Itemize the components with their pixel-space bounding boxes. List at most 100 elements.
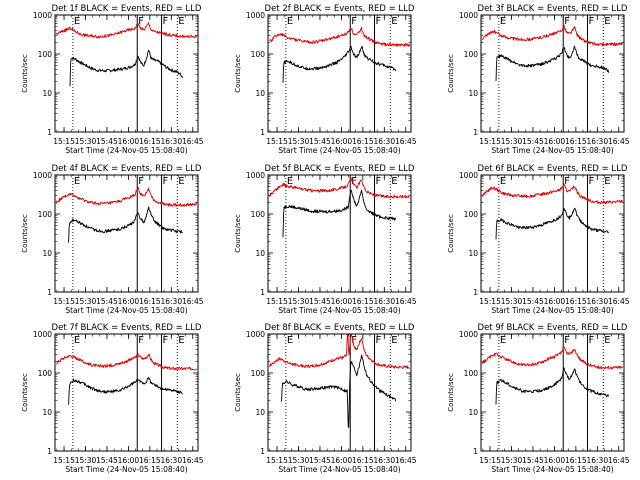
series-line-events bbox=[495, 45, 610, 82]
panel-title: Det 9f BLACK = Events, RED = LLD bbox=[478, 323, 628, 333]
x-tick-label: 15:45 bbox=[96, 456, 118, 465]
x-tick-label: 15:15 bbox=[479, 297, 501, 306]
event-marker-label-f2: F bbox=[589, 16, 595, 27]
series-line-events bbox=[282, 189, 397, 238]
event-marker-label-f1: F bbox=[138, 16, 144, 27]
event-marker-label-e2: E bbox=[604, 16, 610, 27]
x-tick-label: 15:30 bbox=[288, 456, 310, 465]
series-line-lld bbox=[55, 186, 198, 207]
plot-frame bbox=[480, 174, 625, 293]
series-line-lld bbox=[269, 26, 411, 47]
series-line-events bbox=[68, 206, 183, 243]
x-tick-label: 16:45 bbox=[182, 297, 204, 306]
x-tick-label: 16:00 bbox=[544, 137, 566, 146]
event-marker-label-e1: E bbox=[287, 16, 293, 27]
x-tick-label: 15:15 bbox=[53, 456, 75, 465]
event-marker-label-f2: F bbox=[376, 176, 382, 187]
x-axis-label: Start Time (24-Nov-05 15:08:40) bbox=[278, 306, 400, 315]
series-line-lld bbox=[268, 333, 410, 369]
series-line-events bbox=[495, 207, 609, 240]
y-tick-label: 1 bbox=[47, 288, 52, 297]
event-marker-label-e2: E bbox=[391, 335, 397, 346]
y-tick-label: 1 bbox=[47, 128, 52, 137]
x-tick-label: 15:45 bbox=[96, 297, 118, 306]
panel-det-6f: Det 6f BLACK = Events, RED = LLD Counts/s… bbox=[447, 164, 630, 315]
x-tick-label: 15:15 bbox=[266, 456, 288, 465]
event-marker-label-f1: F bbox=[138, 176, 144, 187]
x-tick-label: 16:00 bbox=[118, 137, 140, 146]
x-tick-label: 15:15 bbox=[479, 137, 501, 146]
x-tick-label: 16:30 bbox=[586, 456, 608, 465]
event-marker-label-e2: E bbox=[178, 16, 184, 27]
panel-title: Det 2f BLACK = Events, RED = LLD bbox=[265, 4, 415, 14]
series-line-events bbox=[282, 45, 397, 84]
x-tick-label: 16:15 bbox=[352, 137, 374, 146]
y-tick-label: 100 bbox=[251, 50, 266, 59]
event-marker-label-f2: F bbox=[163, 16, 169, 27]
plot-frame bbox=[480, 333, 625, 452]
x-tick-label: 16:30 bbox=[586, 297, 608, 306]
x-tick-label: 15:45 bbox=[96, 137, 118, 146]
plot-frame bbox=[54, 174, 199, 293]
plot-frame bbox=[54, 333, 199, 452]
y-tick-label: 1 bbox=[260, 288, 265, 297]
y-tick-label: 1000 bbox=[459, 330, 478, 339]
event-marker-label-f2: F bbox=[589, 176, 595, 187]
x-tick-label: 15:30 bbox=[75, 456, 97, 465]
x-tick-label: 16:15 bbox=[352, 297, 374, 306]
y-tick-label: 100 bbox=[464, 369, 479, 378]
event-marker-label-e1: E bbox=[74, 335, 80, 346]
x-tick-label: 16:30 bbox=[373, 297, 395, 306]
x-tick-label: 16:15 bbox=[139, 297, 161, 306]
y-axis-label: Counts/sec bbox=[447, 54, 455, 93]
panel-title: Det 7f BLACK = Events, RED = LLD bbox=[52, 323, 202, 333]
x-tick-label: 16:15 bbox=[139, 456, 161, 465]
y-tick-label: 10 bbox=[468, 249, 478, 258]
event-marker-label-e1: E bbox=[287, 335, 293, 346]
event-marker-label-e1: E bbox=[500, 335, 506, 346]
y-tick-label: 100 bbox=[38, 210, 53, 219]
y-axis-label: Counts/sec bbox=[21, 214, 29, 253]
x-tick-label: 15:30 bbox=[75, 137, 97, 146]
plot-frame bbox=[267, 333, 412, 452]
x-tick-label: 16:15 bbox=[565, 297, 587, 306]
x-tick-label: 15:30 bbox=[501, 297, 523, 306]
panel-title: Det 5f BLACK = Events, RED = LLD bbox=[265, 164, 415, 174]
x-axis-label: Start Time (24-Nov-05 15:08:40) bbox=[65, 306, 187, 315]
series-line-lld bbox=[481, 24, 623, 47]
series-line-lld bbox=[481, 346, 624, 370]
x-axis-label: Start Time (24-Nov-05 15:08:40) bbox=[278, 465, 400, 474]
event-marker-label-f1: F bbox=[564, 16, 570, 27]
x-tick-label: 16:30 bbox=[586, 137, 608, 146]
x-tick-label: 15:15 bbox=[479, 456, 501, 465]
x-tick-label: 16:45 bbox=[395, 456, 417, 465]
x-tick-label: 16:45 bbox=[182, 137, 204, 146]
event-marker-label-e1: E bbox=[500, 16, 506, 27]
event-marker-label-f2: F bbox=[163, 176, 169, 187]
x-tick-label: 16:15 bbox=[565, 137, 587, 146]
x-tick-label: 16:00 bbox=[331, 456, 353, 465]
x-axis-label: Start Time (24-Nov-05 15:08:40) bbox=[491, 146, 613, 155]
panel-det-3f: Det 3f BLACK = Events, RED = LLD Counts/s… bbox=[447, 4, 630, 155]
y-tick-label: 1 bbox=[473, 288, 478, 297]
series-line-lld bbox=[481, 183, 624, 205]
x-tick-label: 16:30 bbox=[160, 297, 182, 306]
plot-frame bbox=[267, 14, 412, 133]
y-tick-label: 10 bbox=[42, 408, 52, 417]
y-tick-label: 1 bbox=[473, 128, 478, 137]
panel-title: Det 3f BLACK = Events, RED = LLD bbox=[478, 4, 628, 14]
series-line-lld bbox=[55, 22, 198, 39]
event-marker-label-e2: E bbox=[178, 335, 184, 346]
y-axis-label: Counts/sec bbox=[234, 214, 242, 253]
y-tick-label: 10 bbox=[468, 89, 478, 98]
x-tick-label: 16:45 bbox=[395, 297, 417, 306]
series-line-lld bbox=[269, 177, 410, 199]
event-marker-label-f1: F bbox=[351, 335, 357, 346]
x-tick-label: 15:45 bbox=[522, 137, 544, 146]
y-tick-label: 10 bbox=[42, 89, 52, 98]
panel-det-1f: Det 1f BLACK = Events, RED = LLD Counts/s… bbox=[21, 4, 204, 155]
y-tick-label: 1000 bbox=[33, 11, 52, 20]
y-tick-label: 1 bbox=[473, 447, 478, 456]
y-tick-label: 100 bbox=[38, 369, 53, 378]
